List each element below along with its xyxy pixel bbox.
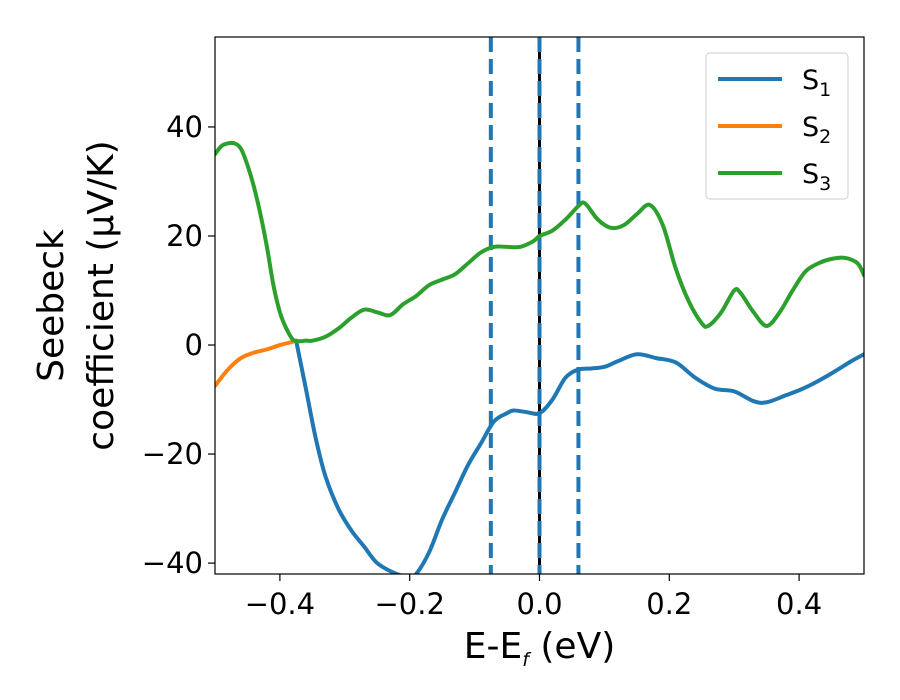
legend-label-s2: S2 [802,112,831,148]
x-tick-label: 0.0 [516,587,562,621]
legend: S1 S2 S3 [705,52,849,200]
series-line-s2 [215,338,299,388]
x-tick-label: 0.2 [646,587,692,621]
y-tick-label: −40 [142,546,203,580]
series-lines [215,140,864,574]
legend-label-s3: S3 [802,159,831,195]
x-tick-label: −0.4 [245,587,315,621]
legend-label-s1: S1 [802,65,831,101]
y-axis-label-line1: Seebeck [31,229,72,382]
y-axis-ticks: −40 −20 0 20 40 [142,110,215,580]
vertical-reference-lines [488,37,581,574]
y-tick-label: −20 [142,437,203,471]
x-tick-label: 0.4 [776,587,822,621]
y-axis-label-line2: coefficient (μV/K) [81,140,122,450]
x-axis-label-subscript: f [522,649,532,671]
x-axis-label: E-Ef (eV) [464,626,616,671]
x-axis-label-unit: (eV) [529,626,615,667]
y-tick-label: 0 [185,328,203,362]
y-tick-label: 20 [166,219,203,253]
series-line-s1 [294,338,864,574]
y-tick-label: 40 [166,110,203,144]
x-axis-ticks: −0.4 −0.2 0.0 0.2 0.4 [245,574,822,621]
x-axis-label-main: E-E [464,626,522,667]
series-line-s3 [215,140,864,344]
x-tick-label: −0.2 [374,587,444,621]
